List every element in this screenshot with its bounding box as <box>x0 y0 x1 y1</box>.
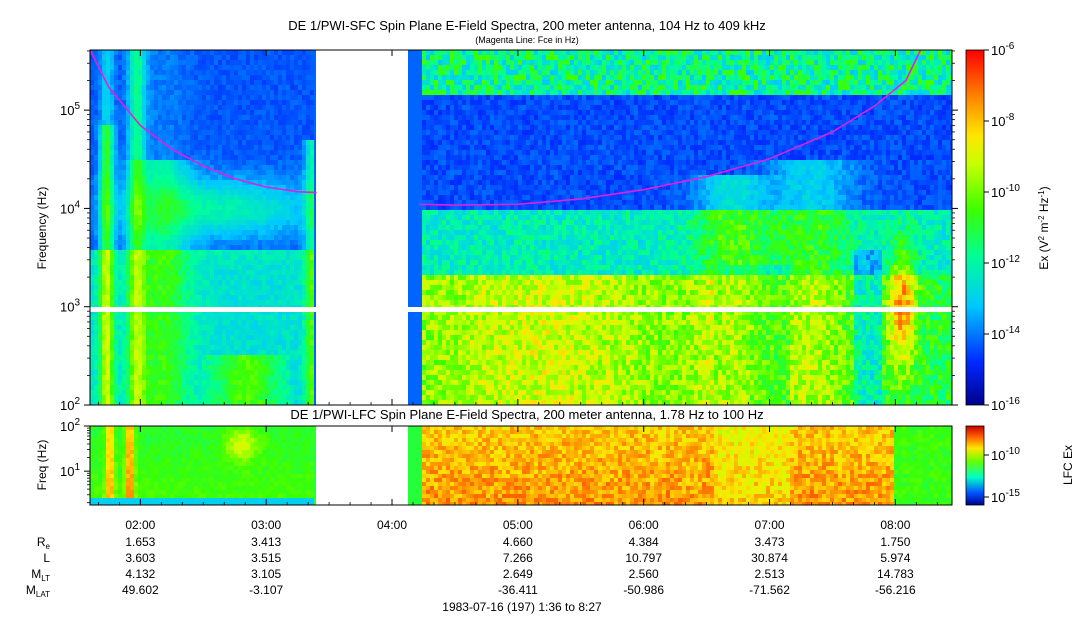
top-panel-subtitle: (Magenta Line: Fce in Hz) <box>475 35 579 45</box>
bottom-y-tick-label: 102 <box>60 417 80 434</box>
ephemeris-value: 2.513 <box>755 567 785 581</box>
ephemeris-value: 3.473 <box>755 535 785 549</box>
top-colorbar-label: Ex (V2 m-2 Hz-1) <box>1037 186 1052 269</box>
ephemeris-value: -36.411 <box>498 583 538 597</box>
top-y-tick-label: 102 <box>60 396 80 413</box>
time-tick-label: 05:00 <box>503 518 533 532</box>
ephemeris-value: -50.986 <box>623 583 664 597</box>
ephemeris-row-label: L <box>43 551 50 565</box>
fce-line <box>90 50 922 206</box>
ephemeris-value: 2.560 <box>629 567 659 581</box>
time-tick-label: 04:00 <box>377 518 407 532</box>
ephemeris-value: -71.562 <box>749 583 790 597</box>
ephemeris-value: -56.216 <box>875 583 916 597</box>
footer-time-range: 1983-07-16 (197) 1:36 to 8:27 <box>442 600 602 614</box>
time-tick-label: 07:00 <box>755 518 785 532</box>
ephemeris-value: 5.974 <box>880 551 910 565</box>
top-colorbar-tick-label: 10-16 <box>991 396 1020 413</box>
ephemeris-value: 3.515 <box>251 551 281 565</box>
time-tick-label: 08:00 <box>880 518 910 532</box>
bottom-colorbar <box>965 425 985 506</box>
ephemeris-value: 7.266 <box>503 551 533 565</box>
top-y-tick-label: 103 <box>60 298 80 315</box>
ephemeris-value: 14.783 <box>877 567 914 581</box>
ephemeris-value: 1.750 <box>880 535 910 549</box>
ephemeris-value: 49.602 <box>122 583 159 597</box>
ephemeris-value: 10.797 <box>625 551 662 565</box>
top-y-tick-label: 105 <box>60 101 80 118</box>
ephemeris-value: 3.105 <box>251 567 281 581</box>
bottom-data-gap <box>316 426 408 505</box>
top-colorbar-tick-label: 10-8 <box>991 112 1015 129</box>
time-tick-label: 02:00 <box>125 518 155 532</box>
top-y-tick-label: 104 <box>60 199 80 216</box>
ephemeris-row-label: Re <box>37 535 51 551</box>
top-colorbar-tick-label: 10-10 <box>991 183 1020 200</box>
ephemeris-value: 3.413 <box>251 535 281 549</box>
top-colorbar-tick-label: 10-14 <box>991 325 1020 342</box>
ephemeris-value: 2.649 <box>503 567 533 581</box>
bottom-colorbar-tick-label: 10-15 <box>991 488 1020 505</box>
bottom-y-axis-label: Freq (Hz) <box>35 440 49 491</box>
band-gap-line <box>90 307 952 312</box>
top-colorbar-tick-label: 10-12 <box>991 254 1020 271</box>
ephemeris-row-label: MLAT <box>26 583 50 599</box>
top-plot-frame <box>89 49 953 406</box>
top-data-gap <box>316 50 408 405</box>
time-tick-label: 03:00 <box>251 518 281 532</box>
time-tick-label: 06:00 <box>629 518 659 532</box>
ephemeris-row-label: MLT <box>31 567 50 583</box>
ephemeris-value: 4.660 <box>503 535 533 549</box>
bottom-plot-frame <box>89 425 953 506</box>
ephemeris-value: 30.874 <box>751 551 788 565</box>
bottom-colorbar-label: LFC Ex <box>1061 445 1075 485</box>
top-spectrogram <box>90 50 952 405</box>
bottom-y-tick-label: 101 <box>60 462 80 479</box>
ephemeris-value: 3.603 <box>125 551 155 565</box>
ephemeris-value: 4.384 <box>629 535 659 549</box>
bottom-spectrogram <box>90 426 952 505</box>
top-y-axis-label: Frequency (Hz) <box>35 187 49 270</box>
top-colorbar-tick-label: 10-6 <box>991 41 1015 58</box>
ephemeris-value: 1.653 <box>125 535 155 549</box>
top-panel-title: DE 1/PWI-SFC Spin Plane E-Field Spectra,… <box>288 18 766 33</box>
ephemeris-value: -3.107 <box>249 583 283 597</box>
ephemeris-value: 4.132 <box>125 567 155 581</box>
bottom-colorbar-tick-label: 10-10 <box>991 446 1020 463</box>
top-colorbar <box>965 49 985 406</box>
bottom-panel-title: DE 1/PWI-LFC Spin Plane E-Field Spectra,… <box>290 407 763 422</box>
